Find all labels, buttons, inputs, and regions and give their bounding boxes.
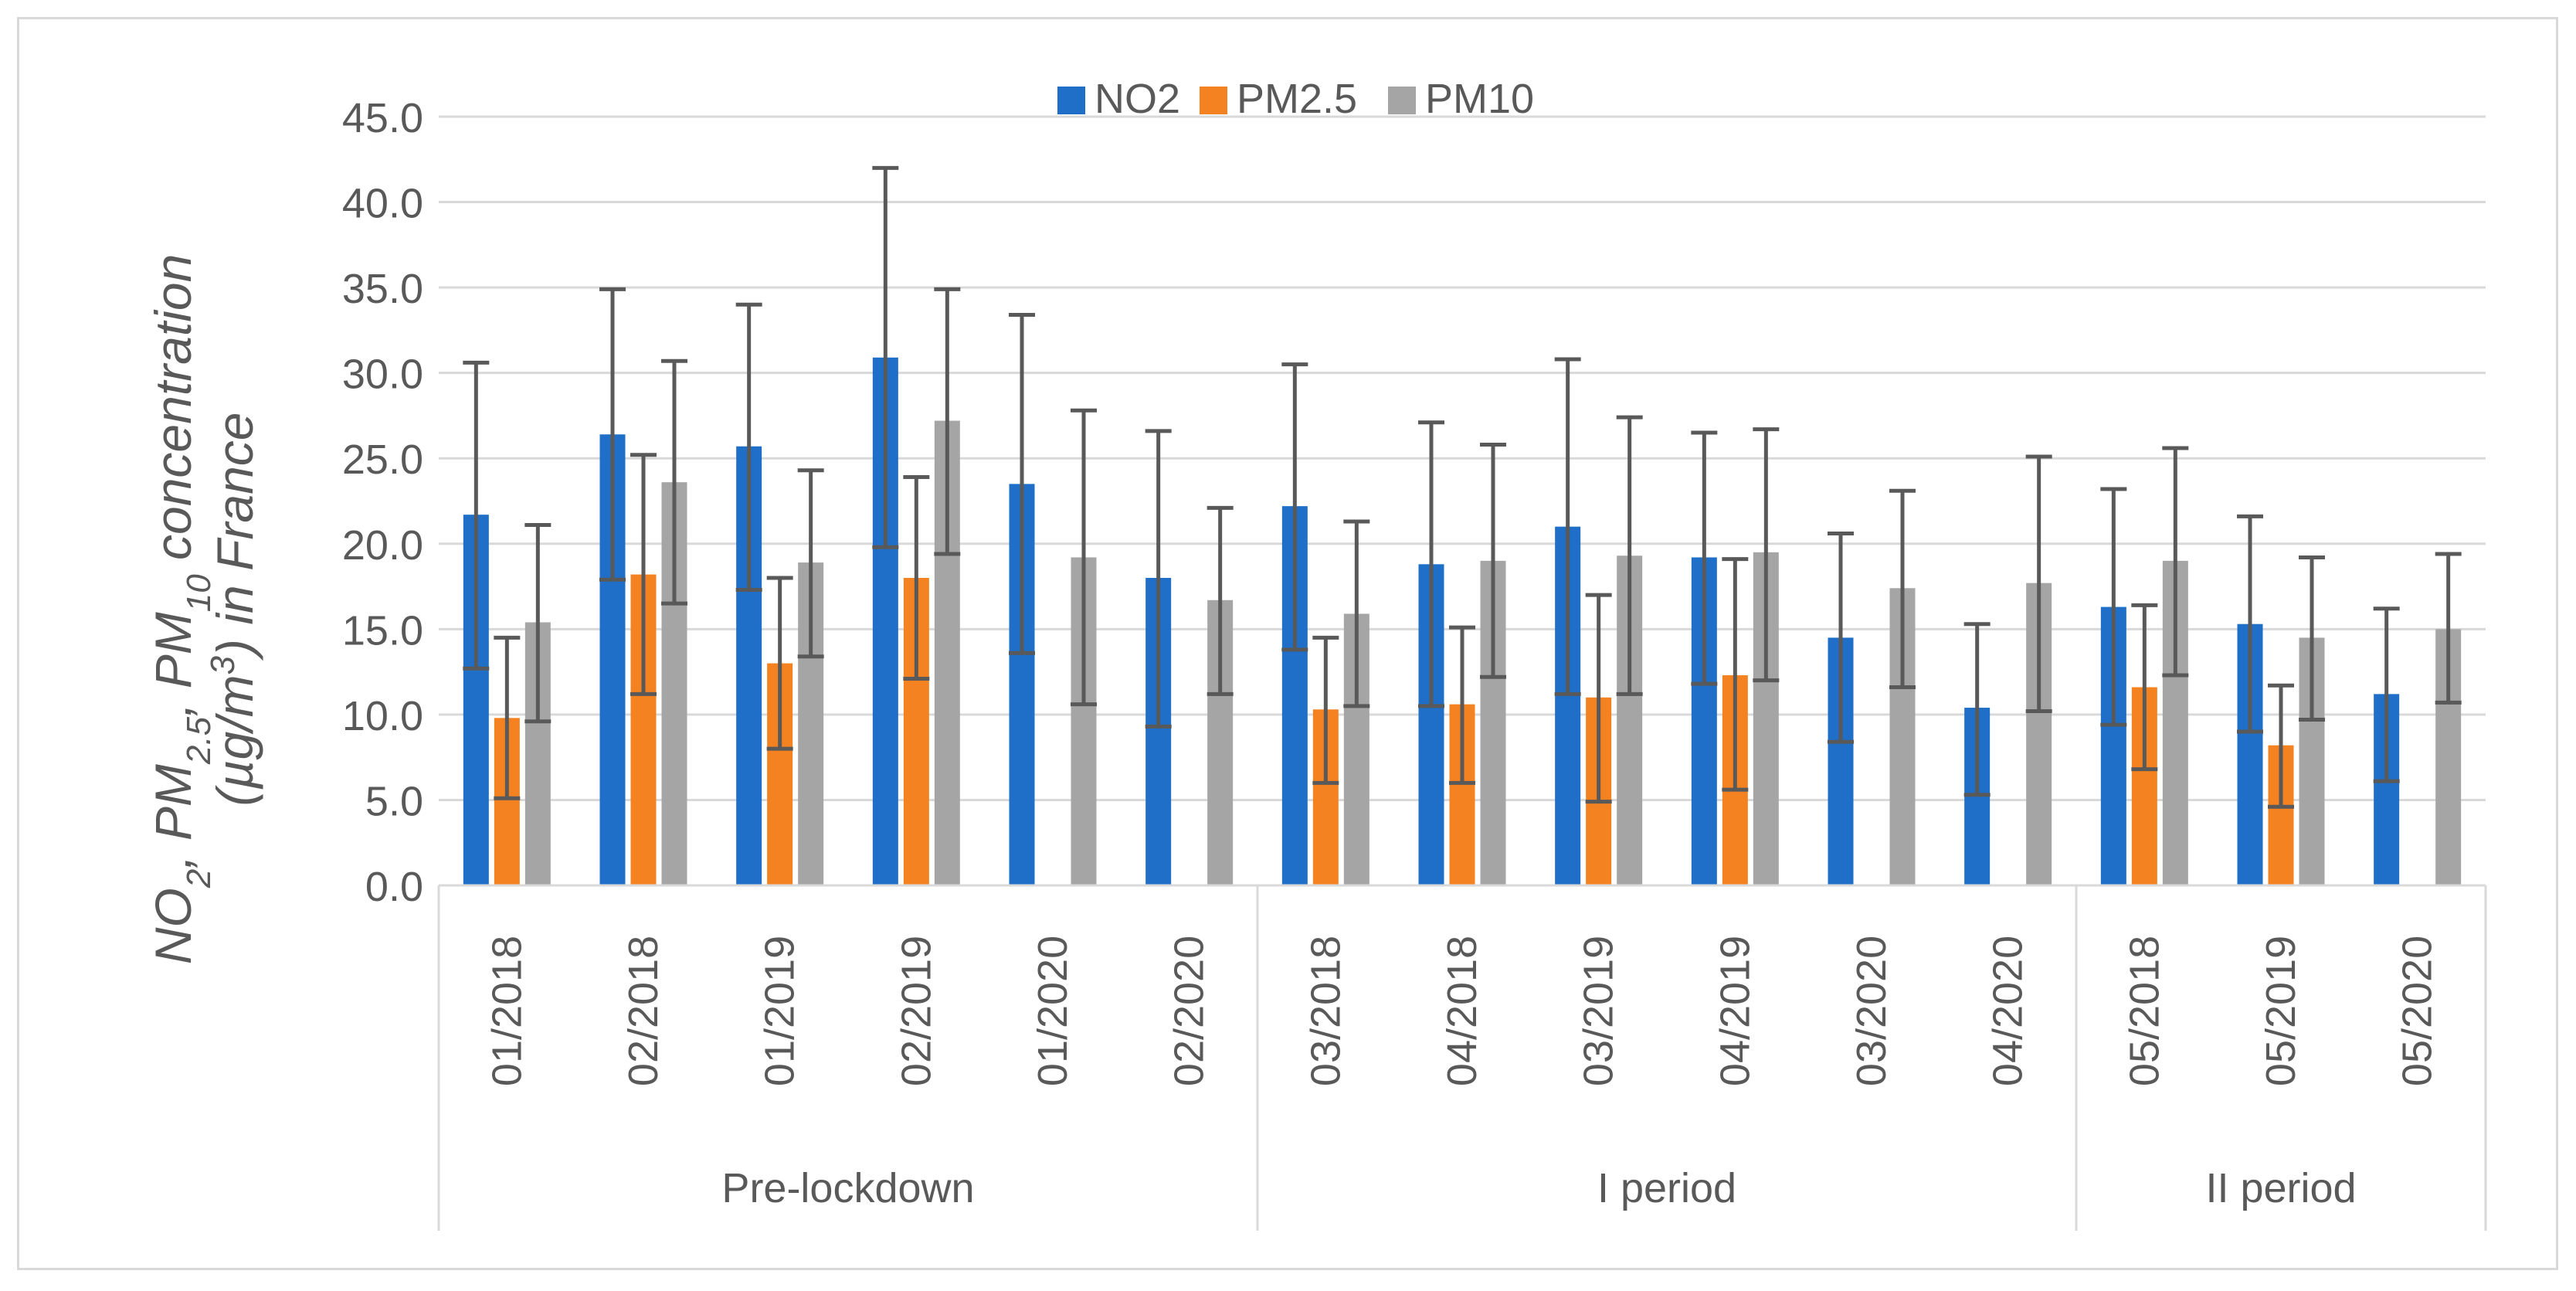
legend-label: PM10 bbox=[1425, 76, 1534, 122]
y-axis-label-part: 3 bbox=[204, 655, 242, 674]
x-tick-label: 04/2018 bbox=[1439, 936, 1485, 1086]
legend-swatch bbox=[1200, 87, 1227, 114]
y-tick-label: 35.0 bbox=[342, 266, 423, 312]
y-tick-label: 25.0 bbox=[342, 437, 423, 483]
x-tick-label: 04/2020 bbox=[1985, 936, 2031, 1086]
y-axis-label-part: NO bbox=[144, 888, 202, 964]
axes: 0.0 5.0 10.0 15.0 20.0 25.0 30.0 35.0 40.0 45.0 01… bbox=[342, 95, 2487, 1231]
y-tick-label: 20.0 bbox=[342, 522, 423, 569]
legend: NO2 PM2.5 PM10 bbox=[1057, 76, 1534, 122]
y-tick-label: 15.0 bbox=[342, 607, 423, 654]
bars bbox=[463, 357, 2462, 885]
y-axis-label-part: , PM bbox=[144, 612, 202, 717]
y-tick-label: 0.0 bbox=[365, 864, 423, 910]
x-tick-label: 05/2020 bbox=[2394, 936, 2441, 1086]
y-tick-label: 5.0 bbox=[365, 778, 423, 824]
group-label: I period bbox=[1597, 1165, 1736, 1211]
y-axis-label-part: , PM bbox=[144, 764, 202, 869]
y-axis-label-part: concentration bbox=[144, 254, 202, 575]
group-label: II period bbox=[2205, 1165, 2356, 1211]
y-axis-label-part: 10 bbox=[180, 574, 218, 612]
x-tick-label: 02/2018 bbox=[620, 936, 667, 1086]
y-axis-label: NO2, PM2.5, PM10 concentration(µg/m3) in… bbox=[144, 254, 263, 965]
x-tick-label: 01/2020 bbox=[1030, 936, 1076, 1086]
group-label: Pre-lockdown bbox=[721, 1165, 974, 1211]
y-axis-label-part: ) in France bbox=[206, 413, 263, 661]
y-axis-label-line1: NO2, PM2.5, PM10 concentration bbox=[144, 254, 218, 965]
x-tick-label: 03/2019 bbox=[1576, 936, 1622, 1086]
legend-swatch bbox=[1388, 87, 1416, 114]
x-tick-label: 02/2020 bbox=[1166, 936, 1213, 1086]
y-axis-label-part: 2 bbox=[180, 869, 218, 888]
error-bars bbox=[463, 165, 2462, 809]
x-tick-label: 01/2019 bbox=[757, 936, 803, 1086]
x-tick-label: 01/2018 bbox=[484, 936, 530, 1086]
x-tick-label: 02/2019 bbox=[893, 936, 939, 1086]
x-tick-label: 03/2020 bbox=[1848, 936, 1895, 1086]
y-axis-label-line2: (µg/m3) in France bbox=[204, 413, 264, 807]
y-tick-label: 30.0 bbox=[342, 352, 423, 398]
y-tick-label: 10.0 bbox=[342, 693, 423, 739]
y-axis-label-part: 2.5 bbox=[180, 716, 218, 765]
legend-label: PM2.5 bbox=[1237, 76, 1357, 122]
legend-swatch bbox=[1057, 87, 1085, 114]
bar-chart: 0.0 5.0 10.0 15.0 20.0 25.0 30.0 35.0 40.0 45.0 01… bbox=[144, 76, 2487, 1231]
x-tick-label: 05/2018 bbox=[2121, 936, 2167, 1086]
legend-label: NO2 bbox=[1095, 76, 1180, 122]
x-tick-label: 03/2018 bbox=[1302, 936, 1349, 1086]
chart-frame: 0.0 5.0 10.0 15.0 20.0 25.0 30.0 35.0 40.0 45.0 01… bbox=[17, 17, 2558, 1270]
y-tick-label: 45.0 bbox=[342, 95, 423, 141]
y-tick-label: 40.0 bbox=[342, 181, 423, 227]
x-tick-label: 05/2019 bbox=[2258, 936, 2304, 1086]
x-tick-label: 04/2019 bbox=[1712, 936, 1758, 1086]
y-axis-label-part: (µg/m bbox=[206, 674, 263, 806]
